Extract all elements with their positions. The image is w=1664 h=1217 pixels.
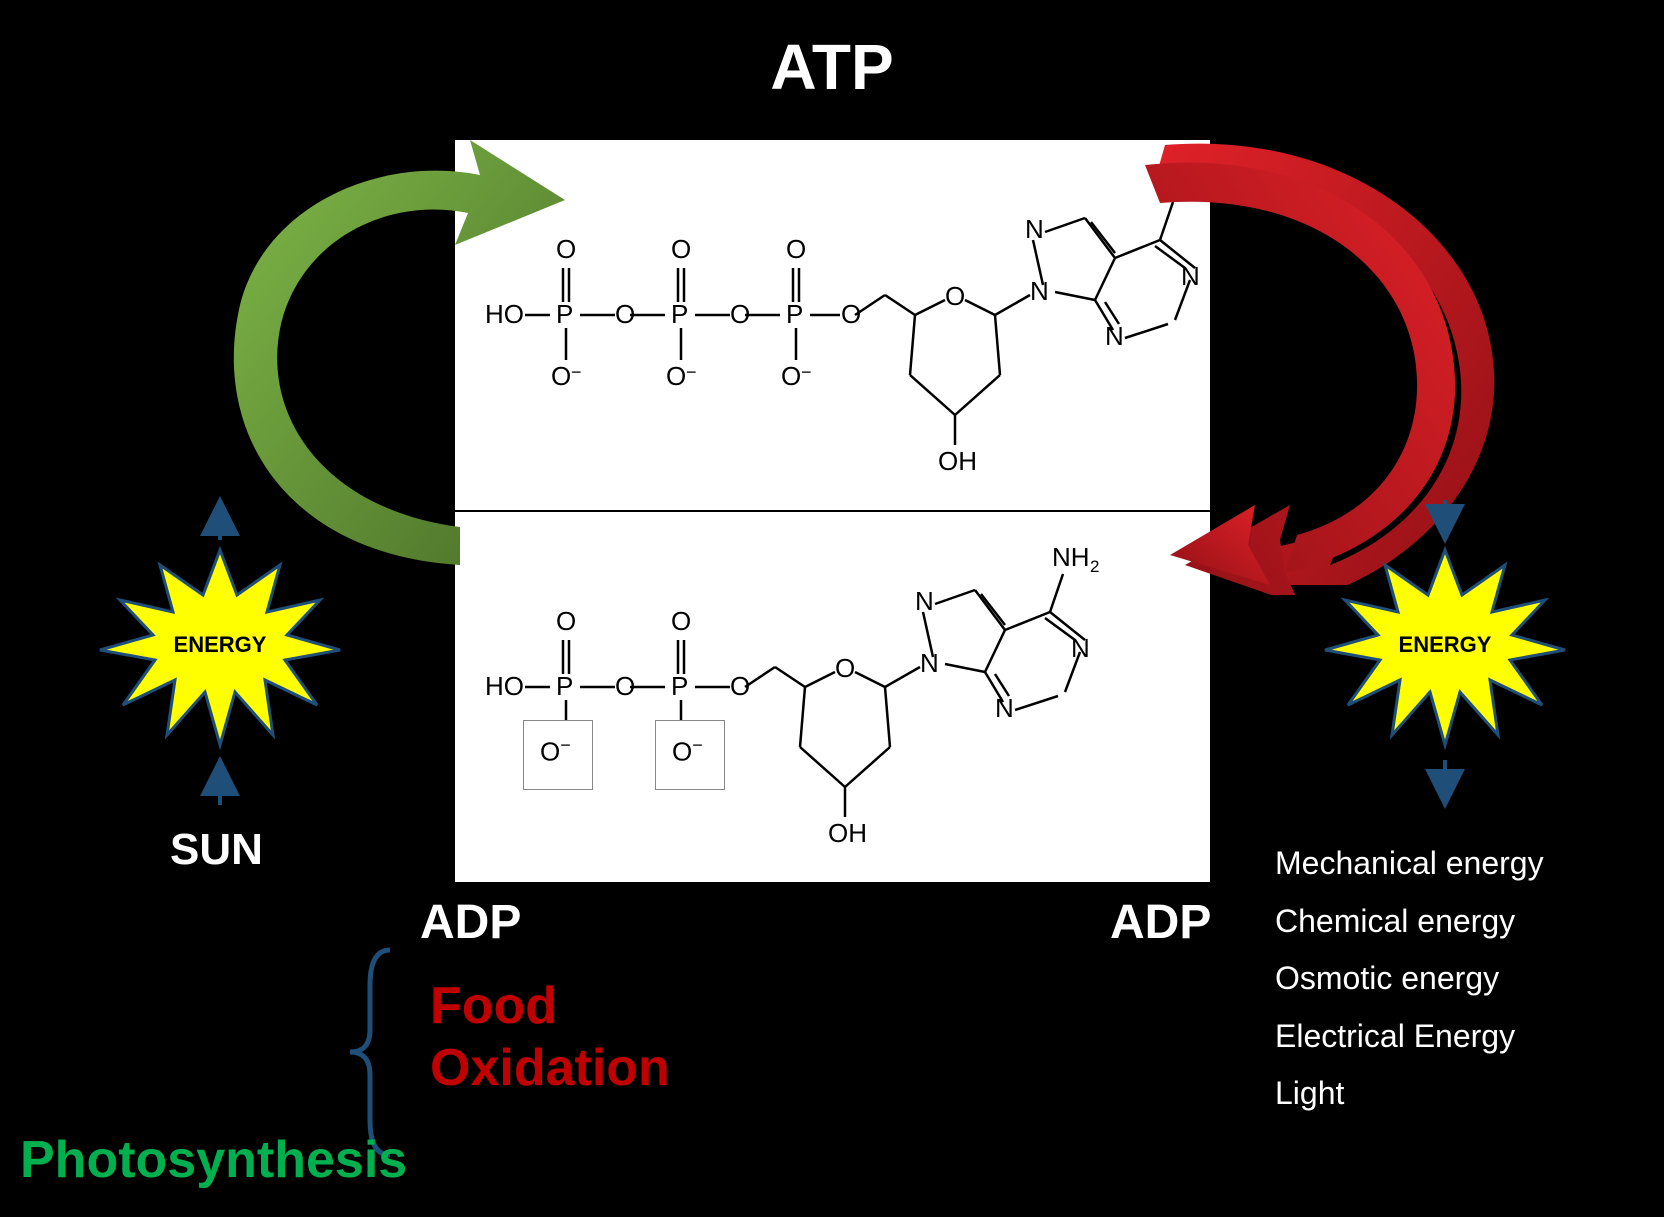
photosynthesis-label: Photosynthesis xyxy=(20,1130,407,1190)
energy-type-0: Mechanical energy xyxy=(1275,835,1544,893)
energy-types-list: Mechanical energy Chemical energy Osmoti… xyxy=(1275,835,1544,1123)
energy-type-1: Chemical energy xyxy=(1275,893,1544,951)
energy-type-3: Electrical Energy xyxy=(1275,1008,1544,1066)
food-oxidation-label: Food Oxidation xyxy=(430,975,670,1100)
energy-type-2: Osmotic energy xyxy=(1275,950,1544,1008)
adp-label-right: ADP xyxy=(1110,895,1211,950)
bracket xyxy=(340,945,400,1160)
food-line1: Food xyxy=(430,975,670,1037)
food-line2: Oxidation xyxy=(430,1037,670,1099)
energy-type-4: Light xyxy=(1275,1065,1544,1123)
sun-label: SUN xyxy=(170,825,263,875)
adp-label-left: ADP xyxy=(420,895,521,950)
